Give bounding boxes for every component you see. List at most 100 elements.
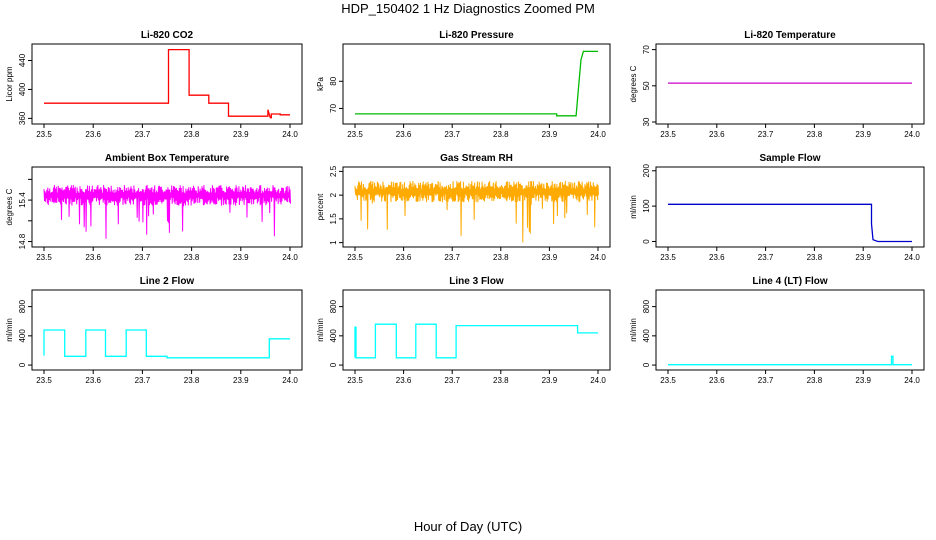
plot-frame (655, 289, 925, 371)
series-line (354, 323, 598, 359)
x-tick-label: 23.8 (184, 130, 200, 139)
x-tick-label: 23.9 (233, 253, 249, 262)
y-axis-label: Licor ppm (5, 66, 14, 101)
y-tick-label: 100 (642, 199, 651, 213)
plot-frame (342, 289, 611, 371)
y-tick-label: 0 (642, 239, 651, 244)
x-tick-label: 23.6 (396, 376, 412, 385)
x-tick-label: 23.5 (660, 130, 676, 139)
x-tick-label: 23.8 (184, 376, 200, 385)
x-tick-label: 24.0 (590, 130, 606, 139)
plot-frame (342, 166, 611, 248)
y-axis-label: kPa (316, 77, 325, 91)
y-tick-label: 0 (18, 362, 27, 367)
x-tick-label: 23.7 (758, 130, 774, 139)
x-tick-label: 23.5 (347, 376, 363, 385)
panel-title: Ambient Box Temperature (105, 153, 230, 164)
panel-title: Sample Flow (759, 153, 820, 164)
x-tick-label: 23.5 (347, 253, 363, 262)
y-tick-label: 14.8 (18, 233, 27, 249)
x-tick-label: 23.7 (444, 253, 460, 262)
x-tick-label: 23.6 (396, 253, 412, 262)
x-tick-label: 23.6 (85, 253, 101, 262)
panel-title: Li-820 Pressure (439, 30, 514, 41)
x-tick-label: 23.8 (807, 130, 823, 139)
x-tick-label: 23.6 (709, 130, 725, 139)
x-axis-label: Hour of Day (UTC) (413, 519, 523, 534)
x-tick-label: 23.9 (542, 376, 558, 385)
x-tick-label: 23.6 (85, 130, 101, 139)
x-tick-label: 24.0 (904, 253, 920, 262)
y-tick-label: 0 (642, 362, 651, 367)
y-axis-label: ml/min (629, 195, 638, 219)
x-tick-label: 23.9 (233, 376, 249, 385)
x-tick-label: 23.9 (855, 130, 871, 139)
x-tick-label: 23.6 (85, 376, 101, 385)
series-line (43, 184, 291, 239)
x-tick-label: 23.5 (36, 253, 52, 262)
y-tick-label: 80 (329, 76, 338, 85)
panel-title: Line 3 Flow (449, 276, 504, 287)
x-tick-label: 23.5 (660, 376, 676, 385)
x-tick-label: 23.5 (36, 130, 52, 139)
y-tick-label: 70 (642, 45, 651, 54)
y-axis-label: ml/min (629, 318, 638, 342)
y-axis-label: ml/min (5, 318, 14, 342)
series-line (44, 48, 290, 119)
panel-title: Line 2 Flow (140, 276, 195, 287)
x-tick-label: 23.7 (444, 376, 460, 385)
x-tick-label: 24.0 (282, 376, 298, 385)
series-line (354, 180, 599, 243)
x-tick-label: 24.0 (590, 253, 606, 262)
x-tick-label: 23.9 (542, 253, 558, 262)
y-axis-label: degrees C (5, 188, 14, 225)
x-tick-label: 23.8 (807, 253, 823, 262)
x-tick-label: 23.6 (709, 253, 725, 262)
x-tick-label: 23.7 (135, 130, 151, 139)
y-axis-label: degrees C (629, 65, 638, 102)
y-tick-label: 400 (18, 82, 27, 96)
x-tick-label: 23.8 (493, 253, 509, 262)
x-tick-label: 24.0 (282, 130, 298, 139)
figure-title: HDP_150402 1 Hz Diagnostics Zoomed PM (341, 1, 595, 16)
y-tick-label: 800 (642, 299, 651, 313)
y-axis-label: percent (316, 193, 325, 220)
plot-frame (31, 43, 303, 125)
panel-title: Li-820 Temperature (744, 30, 836, 41)
y-tick-label: 15.4 (18, 192, 27, 208)
series-line (668, 355, 912, 366)
y-tick-label: 200 (642, 164, 651, 178)
panel-title: Line 4 (LT) Flow (752, 276, 828, 287)
x-tick-label: 23.7 (135, 253, 151, 262)
y-tick-label: 2.5 (329, 165, 338, 177)
y-tick-label: 360 (18, 111, 27, 125)
y-tick-label: 400 (18, 329, 27, 343)
plot-frame (655, 43, 925, 125)
x-tick-label: 23.7 (444, 130, 460, 139)
x-tick-label: 23.6 (396, 130, 412, 139)
y-tick-label: 2 (329, 192, 338, 197)
panel-title: Li-820 CO2 (141, 30, 194, 41)
y-tick-label: 30 (642, 117, 651, 126)
x-tick-label: 24.0 (904, 376, 920, 385)
x-tick-label: 23.5 (36, 376, 52, 385)
x-tick-label: 23.9 (233, 130, 249, 139)
y-tick-label: 800 (18, 299, 27, 313)
y-tick-label: 800 (329, 299, 338, 313)
x-tick-label: 23.9 (855, 376, 871, 385)
y-tick-label: 400 (329, 329, 338, 343)
y-axis-label: ml/min (316, 318, 325, 342)
y-tick-label: 50 (642, 81, 651, 90)
y-tick-label: 440 (18, 53, 27, 67)
x-tick-label: 23.7 (758, 253, 774, 262)
y-tick-label: 1 (329, 240, 338, 245)
x-tick-label: 23.5 (347, 130, 363, 139)
panel-title: Gas Stream RH (440, 153, 513, 164)
plot-frame (31, 166, 303, 248)
x-tick-label: 23.8 (184, 253, 200, 262)
x-tick-label: 24.0 (904, 130, 920, 139)
series-line (668, 203, 912, 243)
x-tick-label: 23.9 (542, 130, 558, 139)
x-tick-label: 23.8 (493, 376, 509, 385)
x-tick-label: 23.5 (660, 253, 676, 262)
